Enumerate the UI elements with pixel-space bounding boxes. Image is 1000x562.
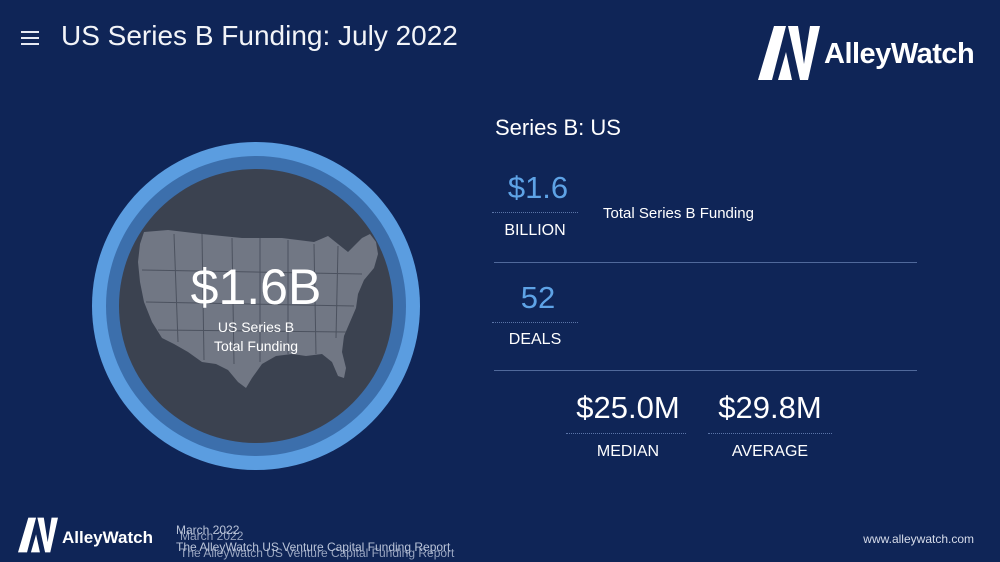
average-stat-value: $29.8M (718, 390, 822, 425)
alleywatch-logo-mark-icon (758, 26, 820, 80)
footer-date-duplicate: March 2022 (180, 529, 244, 543)
median-stat-rule (566, 433, 686, 434)
menu-icon[interactable] (21, 31, 39, 45)
total-stat-rule (492, 212, 578, 213)
alleywatch-logo[interactable]: AlleyWatch (758, 24, 978, 82)
footer-report-title: The AlleyWatch US Venture Capital Fundin… (176, 540, 451, 554)
median-stat-value: $25.0M (576, 390, 680, 425)
funding-circle: $1.6B US Series B Total Funding (92, 142, 420, 470)
stats-divider (494, 370, 917, 371)
footer-logo[interactable]: AlleyWatch (18, 516, 168, 556)
caption-line-1: US Series B (217, 319, 295, 335)
total-stat-unit: BILLION (504, 222, 566, 239)
website-link[interactable]: www.alleywatch.com (863, 532, 974, 546)
total-stat-description: Total Series B Funding (603, 205, 754, 222)
total-stat-value: $1.6 (507, 170, 569, 205)
average-stat-rule (708, 433, 832, 434)
deals-stat-value: 52 (520, 280, 556, 315)
deals-stat-rule (492, 322, 578, 323)
deals-stat-unit: DEALS (508, 331, 562, 348)
total-funding-caption: US Series B Total Funding (92, 318, 420, 356)
page-title: US Series B Funding: July 2022 (61, 20, 458, 51)
footer-logo-mark-icon (18, 517, 58, 553)
footer-date: March 2022 (176, 523, 240, 537)
stats-divider (494, 262, 917, 263)
footer-brand-name: AlleyWatch (62, 528, 154, 547)
footer-report-title-duplicate: The AlleyWatch US Venture Capital Fundin… (180, 546, 455, 560)
brand-name: AlleyWatch (824, 38, 975, 70)
section-title: Series B: US (495, 115, 621, 140)
caption-line-2: Total Funding (213, 338, 299, 354)
median-stat-unit: MEDIAN (596, 443, 660, 460)
us-map-icon (92, 142, 420, 470)
average-stat-unit: AVERAGE (731, 443, 809, 460)
total-funding-value: $1.6B (190, 259, 322, 315)
